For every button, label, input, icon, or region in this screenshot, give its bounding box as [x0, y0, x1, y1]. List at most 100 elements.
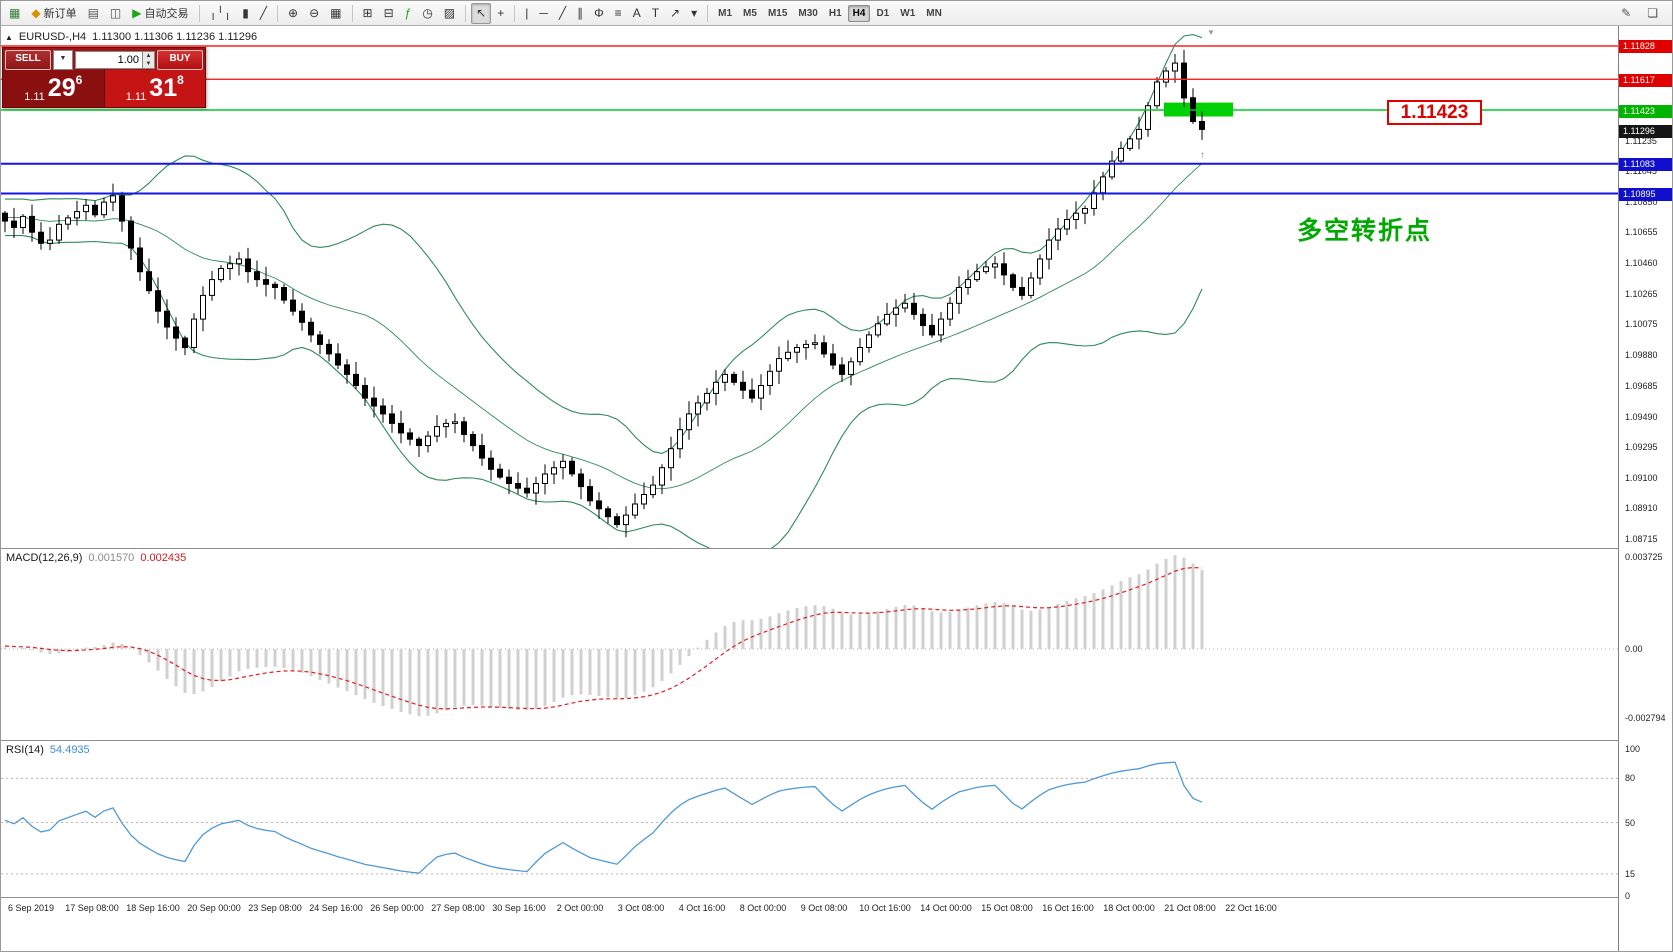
period-icon[interactable]: ◷ — [422, 6, 433, 20]
macd-value-signal: 0.002435 — [140, 552, 187, 564]
toolbar-separator — [514, 4, 516, 22]
buy-price-button[interactable]: 1.11 31 8 — [104, 70, 205, 107]
price-line-badge: 1.11083 — [1619, 158, 1672, 171]
toolbar-separator — [465, 4, 467, 22]
rsi-axis-label: 0 — [1625, 891, 1631, 901]
data-window-icon[interactable]: ◫ — [109, 6, 122, 20]
timeframe-w1[interactable]: W1 — [900, 7, 916, 19]
line-chart-icon[interactable]: ╱ — [259, 6, 268, 20]
volume-increase-button[interactable]: ▲ — [145, 52, 152, 59]
time-axis-separator — [1, 897, 1672, 898]
fibonacci-icon[interactable]: Φ — [594, 6, 604, 20]
chart-shift-marker[interactable]: ▼ — [1207, 28, 1215, 37]
cursor-icon[interactable]: ↖ — [471, 2, 492, 24]
main-chart[interactable] — [1, 26, 1618, 548]
time-axis[interactable]: 6 Sep 2019 17 Sep 08:00 18 Sep 16:00 20 Sep… — [1, 898, 1618, 951]
pane-separator[interactable] — [1, 740, 1672, 741]
vertical-line-icon[interactable]: | — [525, 6, 529, 20]
timeframe-h1[interactable]: H1 — [828, 7, 842, 19]
cascade-windows-icon[interactable]: ⊟ — [383, 6, 394, 20]
pane-separator[interactable] — [1, 548, 1672, 549]
time-axis-label: 4 Oct 16:00 — [678, 903, 726, 913]
chinese-annotation[interactable]: 多空转折点 — [1297, 217, 1433, 245]
indicators-icon[interactable]: ƒ — [404, 6, 412, 20]
buy-price-sup: 8 — [177, 73, 184, 87]
timeframe-mn[interactable]: MN — [926, 7, 942, 19]
macd-axis-label: 0.003725 — [1625, 552, 1663, 562]
price-callout[interactable]: 1.11423 — [1387, 100, 1482, 125]
panel-collapse-icon[interactable]: ▲ — [5, 32, 13, 42]
autotrading-button[interactable]: ▶ 自动交易 — [127, 3, 193, 24]
buy-price-prefix: 1.11 — [125, 91, 147, 103]
grid-icon[interactable]: ▦ — [330, 6, 342, 20]
volume-decrease-button[interactable]: ▼ — [145, 60, 152, 67]
toolbar-separator — [277, 4, 279, 22]
timeframe-m30[interactable]: M30 — [798, 7, 818, 19]
time-axis-label: 27 Sep 08:00 — [431, 903, 485, 913]
channel-icon[interactable]: ∥ — [577, 6, 584, 20]
pencil-icon[interactable]: ✎ — [1621, 6, 1632, 20]
new-order-button[interactable]: ◆ 新订单 — [26, 3, 81, 24]
bar-chart-icon[interactable]: ╷╵╷ — [209, 6, 232, 20]
price-tick: 1.08715 — [1625, 534, 1658, 544]
price-line-badge: 1.11423 — [1619, 105, 1672, 118]
text-icon[interactable]: A — [632, 6, 641, 20]
chat-icon[interactable]: ❏ — [1647, 6, 1658, 20]
objects-dropdown-icon[interactable]: ▾ — [691, 6, 698, 20]
time-axis-label: 17 Sep 08:00 — [65, 903, 119, 913]
market-watch-icon[interactable]: ▤ — [87, 6, 99, 20]
price-tick: 1.10075 — [1625, 319, 1658, 329]
time-axis-label: 23 Sep 08:00 — [248, 903, 302, 913]
rsi-pane[interactable] — [1, 741, 1618, 897]
crosshair-icon[interactable]: + — [497, 6, 505, 20]
horizontal-line-icon[interactable]: ─ — [539, 6, 548, 20]
shapes-icon[interactable]: ≡ — [614, 6, 622, 20]
toolbar-separator — [707, 4, 709, 22]
price-line-badge: 1.11617 — [1619, 74, 1672, 87]
trade-panel-prices: 1.11 29 6 1.11 31 8 — [3, 70, 205, 107]
time-axis-label: 6 Sep 2019 — [7, 903, 55, 913]
label-icon[interactable]: T — [651, 6, 660, 20]
timeframe-d1[interactable]: D1 — [876, 7, 890, 19]
zoom-out-icon[interactable]: ⊖ — [309, 6, 320, 20]
price-axis[interactable]: 1.11235 1.11045 1.10850 1.10655 1.10460 1.102… — [1618, 26, 1672, 951]
autotrading-icon: ▶ — [132, 6, 142, 20]
macd-axis-label: -0.002794 — [1625, 713, 1666, 723]
sell-button[interactable]: SELL — [5, 49, 51, 70]
arrow-objects-icon[interactable]: ↗ — [670, 6, 681, 20]
time-axis-label: 3 Oct 08:00 — [617, 903, 665, 913]
buy-button[interactable]: BUY — [157, 49, 203, 70]
timeframe-h4[interactable]: H4 — [847, 4, 871, 22]
trendline-icon[interactable]: ╱ — [558, 6, 567, 20]
candlestick-chart-icon[interactable]: ▮ — [242, 6, 249, 20]
time-axis-label: 2 Oct 00:00 — [556, 903, 604, 913]
time-axis-label: 10 Oct 16:00 — [859, 903, 911, 913]
price-line-badge: 1.11296 — [1619, 125, 1672, 138]
timeframe-m15[interactable]: M15 — [767, 7, 788, 19]
sell-price-button[interactable]: 1.11 29 6 — [3, 70, 105, 107]
buy-price-big: 31 — [149, 74, 178, 102]
macd-label: MACD(12,26,9) — [6, 552, 83, 564]
timeframe-m5[interactable]: M5 — [743, 7, 757, 19]
toolbar-right: ✎ ❏ — [1616, 3, 1669, 24]
time-axis-label: 20 Sep 00:00 — [187, 903, 241, 913]
volume-input[interactable] — [75, 50, 142, 69]
templates-icon[interactable]: ▨ — [443, 6, 456, 20]
trade-panel-controls: SELL ▼ ▲ ▼ BUY — [3, 48, 205, 70]
toolbar-groups: ▦ ◆ 新订单 ▤ ◫ ▶ 自动交易 ╷╵╷ ▮ ╱ ⊕ ⊖ ▦ ⊞ ⊟ ƒ ◷ ▨ ↖ + | ─ ╱ ∥ Φ ≡ A T ↗ ▾ — [4, 2, 702, 24]
order-type-dropdown[interactable]: ▼ — [53, 49, 73, 70]
zoom-in-icon[interactable]: ⊕ — [288, 6, 299, 20]
macd-axis-label: 0.00 — [1625, 644, 1643, 654]
time-axis-label: 8 Oct 00:00 — [739, 903, 787, 913]
tile-windows-icon[interactable]: ⊞ — [362, 6, 373, 20]
price-tick: 1.11045 — [1625, 166, 1657, 176]
new-chart-icon[interactable]: ▦ — [9, 6, 21, 20]
price-tick: 1.09490 — [1625, 412, 1658, 422]
time-axis-label: 18 Oct 00:00 — [1103, 903, 1155, 913]
rsi-value: 54.4935 — [49, 744, 90, 756]
autotrading-button-label: 自动交易 — [144, 8, 189, 20]
macd-pane[interactable] — [1, 549, 1618, 740]
volume-control: ▲ ▼ — [75, 50, 155, 69]
timeframe-m1[interactable]: M1 — [718, 7, 733, 19]
price-tick: 1.09100 — [1625, 473, 1658, 483]
